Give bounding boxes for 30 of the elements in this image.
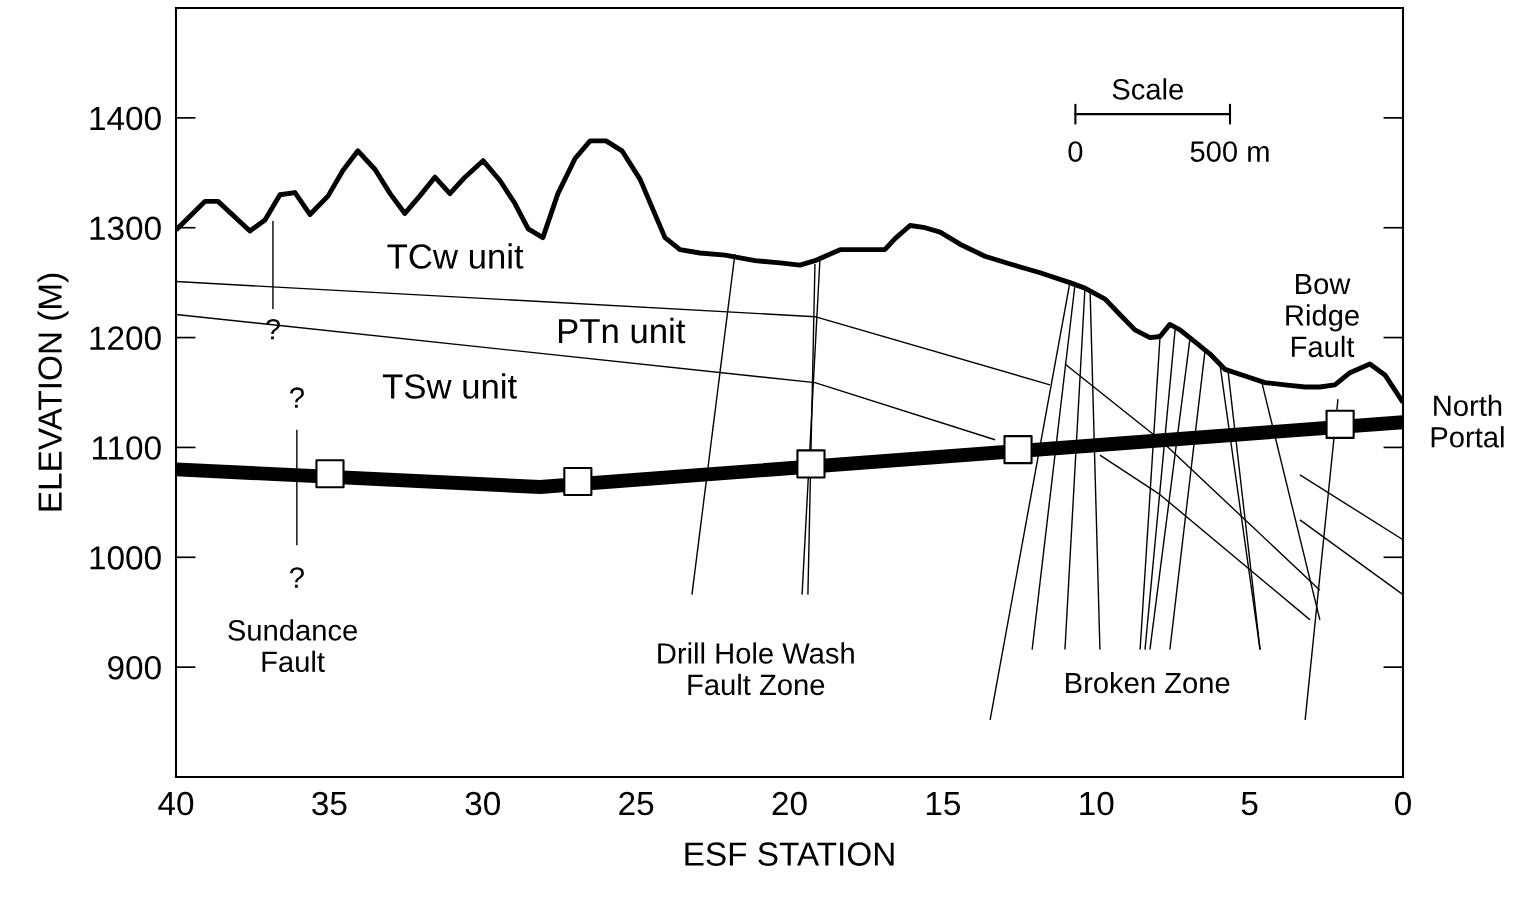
y-tick-label: 1400 <box>90 106 161 131</box>
annotation: 0 <box>1068 141 1083 162</box>
annotation: TCw unit <box>387 243 524 269</box>
x-tick-label: 10 <box>1080 791 1114 816</box>
annotation: TSw unit <box>382 373 517 399</box>
annotation: Broken Zone <box>1066 671 1230 694</box>
x-tick-label: 20 <box>772 791 807 816</box>
annotation: 500 m <box>1190 141 1269 162</box>
text: North Portal <box>1431 394 1504 448</box>
y-tick-label: 1200 <box>90 326 161 350</box>
y-tick-label: 1100 <box>92 436 161 460</box>
annotation: Drill Hole Wash Fault Zone <box>658 642 854 696</box>
y-axis-title: ELEVATION (M) <box>37 273 69 511</box>
annotation: Scale <box>1112 78 1183 100</box>
annotation: Bow Ridge Fault <box>1286 273 1359 358</box>
annotation: PTn unit <box>558 317 686 344</box>
x-tick-label: 25 <box>619 791 654 816</box>
y-tick-label: 900 <box>108 655 161 680</box>
annotation: ? <box>289 567 304 588</box>
x-tick-label: 30 <box>465 791 500 816</box>
x-tick-label: 40 <box>158 791 194 816</box>
x-tick-label: 5 <box>1241 792 1258 816</box>
y-tick-label: 1300 <box>90 216 161 241</box>
x-tick-label: 0 <box>1395 791 1411 816</box>
x-axis-title: ESF STATION <box>685 842 894 866</box>
annotation: Sundance Fault <box>228 619 357 673</box>
annotation: ? <box>289 387 304 408</box>
x-tick-label: 35 <box>312 791 347 816</box>
y-tick-label: 1000 <box>90 546 161 570</box>
x-tick-label: 15 <box>926 792 961 816</box>
